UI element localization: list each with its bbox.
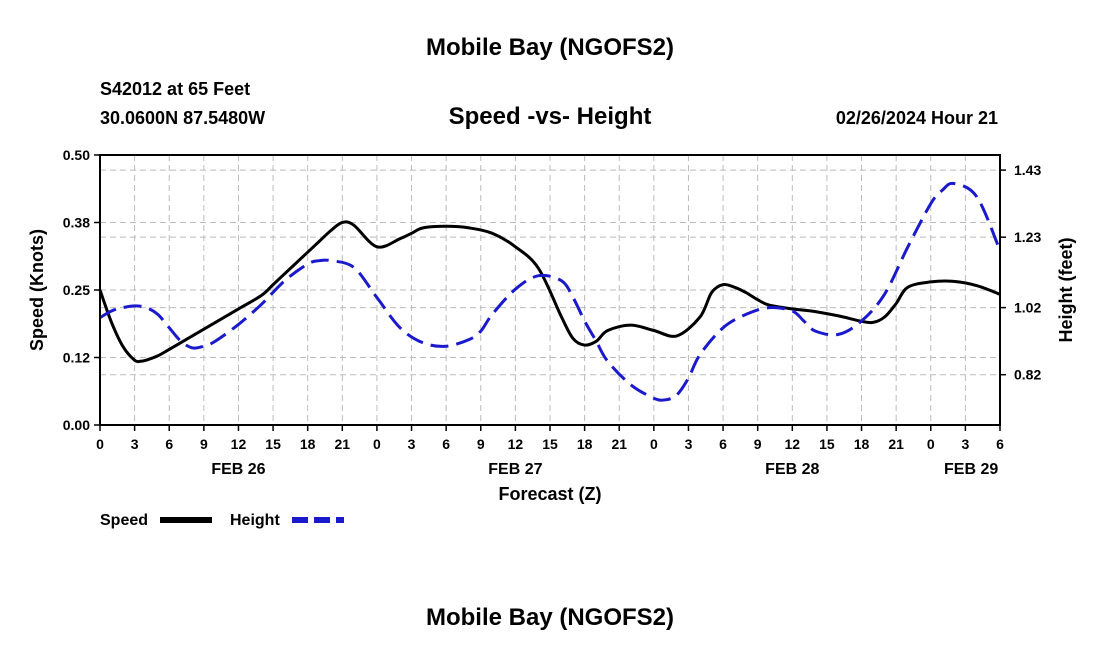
x-tick-label: 12	[785, 436, 801, 452]
x-tick-label: 6	[719, 436, 727, 452]
y2-axis-label: Height (feet)	[1056, 238, 1076, 343]
y-tick-label: 0.50	[63, 147, 90, 163]
x-tick-label: 0	[927, 436, 935, 452]
legend-speed-label: Speed	[100, 512, 148, 529]
page-title: Mobile Bay (NGOFS2)	[426, 34, 674, 61]
x-tick-label: 15	[265, 436, 281, 452]
station-label: S42012 at 65 Feet	[100, 79, 250, 99]
chart-title: Speed -vs- Height	[449, 103, 652, 130]
x-tick-label: 3	[685, 436, 693, 452]
y2-tick-label: 0.82	[1014, 367, 1041, 383]
x-tick-label: 21	[888, 436, 904, 452]
x-tick-label: 12	[231, 436, 247, 452]
x-tick-label: 18	[577, 436, 593, 452]
date-label: FEB 28	[765, 461, 819, 478]
x-tick-label: 9	[477, 436, 485, 452]
y-tick-label: 0.12	[63, 350, 90, 366]
x-tick-label: 9	[200, 436, 208, 452]
date-label: FEB 29	[944, 461, 998, 478]
x-axis-label: Forecast (Z)	[498, 484, 601, 504]
x-tick-label: 6	[996, 436, 1004, 452]
x-tick-label: 15	[542, 436, 558, 452]
x-tick-label: 0	[373, 436, 381, 452]
x-tick-label: 9	[754, 436, 762, 452]
x-tick-label: 6	[442, 436, 450, 452]
y-axis-label: Speed (Knots)	[27, 229, 47, 351]
x-tick-label: 3	[961, 436, 969, 452]
x-tick-label: 15	[819, 436, 835, 452]
series-layer	[98, 181, 1002, 402]
x-tick-label: 0	[650, 436, 658, 452]
y2-tick-label: 1.02	[1014, 300, 1041, 316]
coords-label: 30.0600N 87.5480W	[100, 108, 265, 128]
timestamp-label: 02/26/2024 Hour 21	[836, 108, 998, 128]
date-label: FEB 26	[211, 461, 265, 478]
y-tick-label: 0.25	[63, 282, 90, 298]
x-tick-label: 12	[508, 436, 524, 452]
x-tick-label: 18	[300, 436, 316, 452]
x-tick-label: 3	[131, 436, 139, 452]
x-tick-label: 18	[854, 436, 870, 452]
x-tick-label: 21	[611, 436, 627, 452]
axes: 0 3 6 9 12 15 18 21 0 3 6 9 12 15 18 21 0 3 6 9 12 15 18 21 0 3 6 0…	[63, 147, 1042, 478]
speed-line	[98, 220, 1001, 364]
date-label: FEB 27	[488, 461, 542, 478]
x-tick-label: 0	[96, 436, 104, 452]
y2-tick-label: 1.23	[1014, 229, 1041, 245]
legend: Speed Height	[100, 512, 344, 529]
height-line	[99, 181, 1002, 402]
x-tick-label: 3	[408, 436, 416, 452]
y-tick-label: 0.00	[63, 417, 90, 433]
x-tick-label: 6	[165, 436, 173, 452]
legend-height-label: Height	[230, 512, 280, 529]
x-tick-label: 21	[335, 436, 351, 452]
footer-title: Mobile Bay (NGOFS2)	[426, 604, 674, 631]
y-tick-label: 0.38	[63, 215, 90, 231]
y2-tick-label: 1.43	[1014, 162, 1041, 178]
